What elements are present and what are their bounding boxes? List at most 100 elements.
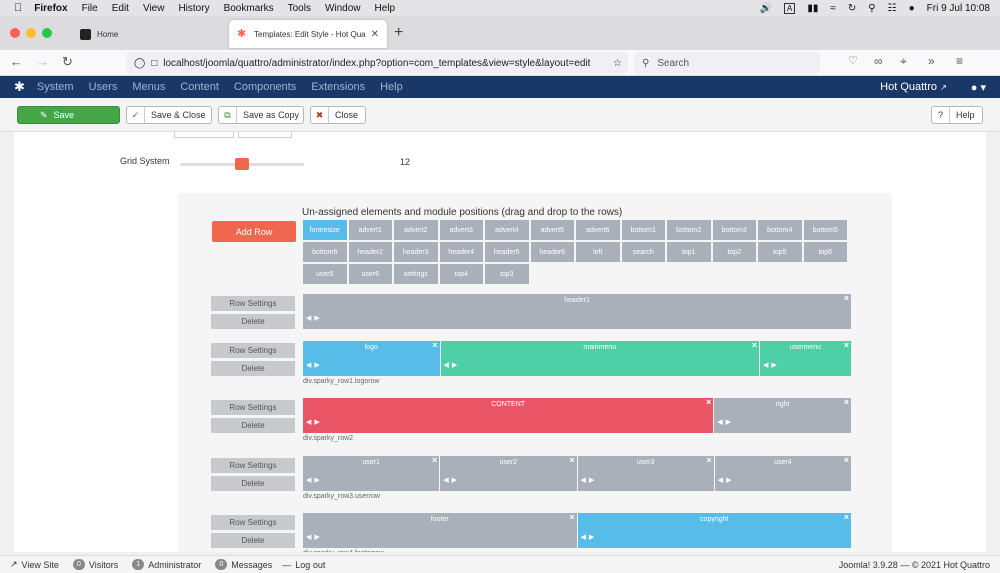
apple-icon[interactable]:  <box>14 2 22 14</box>
siri-icon[interactable]: ● <box>908 2 915 14</box>
position-tile[interactable]: advert1 <box>348 220 392 240</box>
close-tab-icon[interactable]: ✕ <box>370 28 379 40</box>
nav-components[interactable]: Components <box>233 81 297 93</box>
remove-cell-icon[interactable]: × <box>751 340 757 350</box>
pocket-icon[interactable]: ♡ <box>848 55 858 67</box>
position-tile[interactable]: advert6 <box>576 220 620 240</box>
resize-arrows-icon[interactable]: ◀▶ <box>580 534 598 541</box>
position-tile[interactable]: advert4 <box>485 220 529 240</box>
menu-app-name[interactable]: Firefox <box>26 2 67 14</box>
forward-icon[interactable]: → <box>36 54 49 69</box>
remove-cell-icon[interactable]: × <box>431 455 438 465</box>
view-site-link[interactable]: ↗ View Site <box>10 559 59 570</box>
nav-extensions[interactable]: Extensions <box>311 81 366 93</box>
resize-arrows-icon[interactable]: ◀▶ <box>763 362 780 369</box>
resize-arrows-icon[interactable]: ◀▶ <box>306 315 323 322</box>
layout-cell[interactable]: header1 × ◀▶ <box>303 293 851 329</box>
site-name-link[interactable]: Hot Quattro ↗ <box>880 81 947 94</box>
minimize-window-button[interactable] <box>26 28 36 38</box>
position-tile[interactable]: advert2 <box>394 220 438 240</box>
position-tile[interactable]: advert5 <box>530 220 574 240</box>
joomla-logo-icon[interactable]: ✱ <box>14 79 25 94</box>
bookmark-star-icon[interactable]: ☆ <box>613 57 622 69</box>
menu-view[interactable]: View <box>134 2 165 14</box>
position-tile[interactable]: advert3 <box>439 220 483 240</box>
battery-icon[interactable]: ▮▮ <box>807 2 819 14</box>
row-settings-button[interactable]: Row Settings <box>211 400 295 415</box>
position-tile[interactable]: user6 <box>348 264 392 284</box>
resize-arrows-icon[interactable]: ◀▶ <box>306 362 323 369</box>
crop-icon[interactable]: ⌖ <box>900 54 907 68</box>
menu-file[interactable]: File <box>73 2 98 14</box>
logout-link[interactable]: — Log out <box>282 560 325 570</box>
position-tile[interactable]: user5 <box>303 264 347 284</box>
add-row-button[interactable]: Add Row <box>212 221 296 242</box>
resize-arrows-icon[interactable]: ◀▶ <box>443 477 461 484</box>
menu-window[interactable]: Window <box>316 2 361 14</box>
position-tile[interactable]: top5 <box>758 242 802 262</box>
tab-templates-edit-style[interactable]: ✱ Templates: Edit Style - Hot Qua ✕ <box>229 20 387 48</box>
remove-cell-icon[interactable]: × <box>843 293 849 303</box>
glasses-icon[interactable]: ∞ <box>874 54 883 68</box>
position-tile[interactable]: header4 <box>439 242 483 262</box>
position-tile[interactable]: fontresize <box>303 220 347 240</box>
position-tile[interactable]: bottom1 <box>621 220 665 240</box>
position-tile[interactable]: top3 <box>485 264 529 284</box>
position-tile[interactable]: top2 <box>712 242 756 262</box>
resize-arrows-icon[interactable]: ◀▶ <box>443 362 461 369</box>
position-tile[interactable]: header5 <box>485 242 529 262</box>
hamburger-menu-icon[interactable]: ≡ <box>956 54 964 68</box>
layout-cell[interactable]: user2 × ◀▶ <box>440 455 577 491</box>
url-text[interactable]: localhost/joomla/quattro/administrator/i… <box>163 57 591 69</box>
remove-cell-icon[interactable]: × <box>569 455 575 465</box>
layout-cell[interactable]: copyright × ◀▶ <box>577 512 851 548</box>
resize-arrows-icon[interactable]: ◀▶ <box>717 477 735 484</box>
resize-arrows-icon[interactable]: ◀▶ <box>306 534 323 541</box>
resize-arrows-icon[interactable]: ◀▶ <box>306 477 323 484</box>
layout-cell[interactable]: usermenu × ◀▶ <box>760 340 851 376</box>
position-tile[interactable]: bottom5 <box>803 220 847 240</box>
resize-arrows-icon[interactable]: ◀▶ <box>717 419 735 426</box>
reload-icon[interactable]: ↻ <box>62 54 73 69</box>
time-machine-icon[interactable]: ↻ <box>847 2 857 14</box>
save-close-button[interactable]: ✓ Save & Close <box>126 106 212 124</box>
volume-icon[interactable]: 🔊 <box>759 2 773 14</box>
new-tab-button[interactable]: + <box>394 24 404 41</box>
position-tile[interactable]: settings <box>394 264 438 284</box>
position-tile[interactable]: left <box>576 242 620 262</box>
tab-home[interactable]: Home <box>72 20 224 48</box>
menu-tools[interactable]: Tools <box>279 2 311 14</box>
delete-row-button[interactable]: Delete <box>211 476 295 491</box>
position-tile[interactable]: top1 <box>667 242 711 262</box>
nav-users[interactable]: Users <box>88 81 118 93</box>
layout-cell[interactable]: right × ◀▶ <box>714 397 851 433</box>
nav-content[interactable]: Content <box>180 81 219 93</box>
menu-edit[interactable]: Edit <box>103 2 129 14</box>
layout-cell[interactable]: logo × ◀▶ <box>303 340 440 376</box>
shield-icon[interactable]: ◯ <box>134 57 146 69</box>
position-tile[interactable]: bottom2 <box>667 220 711 240</box>
nav-system[interactable]: System <box>36 81 74 93</box>
layout-cell[interactable]: user4 × ◀▶ <box>714 455 851 491</box>
resize-arrows-icon[interactable]: ◀▶ <box>580 477 598 484</box>
search-input[interactable]: ⚲ Search <box>634 52 820 74</box>
position-tile[interactable]: top4 <box>439 264 483 284</box>
delete-row-button[interactable]: Delete <box>211 361 295 376</box>
delete-row-button[interactable]: Delete <box>211 533 295 548</box>
row-settings-button[interactable]: Row Settings <box>211 515 295 530</box>
nav-menus[interactable]: Menus <box>132 81 166 93</box>
menu-bookmarks[interactable]: Bookmarks <box>215 2 274 14</box>
remove-cell-icon[interactable]: × <box>569 512 575 522</box>
wifi-icon[interactable]: ≈ <box>830 2 836 14</box>
remove-cell-icon[interactable]: × <box>705 397 712 407</box>
user-menu-icon[interactable]: ● ▾ <box>970 81 986 94</box>
menu-help[interactable]: Help <box>366 2 396 14</box>
resize-arrows-icon[interactable]: ◀▶ <box>306 419 323 426</box>
remove-cell-icon[interactable]: × <box>843 397 849 407</box>
grid-system-slider[interactable] <box>180 158 304 170</box>
row-settings-button[interactable]: Row Settings <box>211 296 295 311</box>
row-settings-button[interactable]: Row Settings <box>211 343 295 358</box>
layout-cell[interactable]: mainmenu × ◀▶ <box>440 340 759 376</box>
row-settings-button[interactable]: Row Settings <box>211 458 295 473</box>
remove-cell-icon[interactable]: × <box>843 512 849 522</box>
